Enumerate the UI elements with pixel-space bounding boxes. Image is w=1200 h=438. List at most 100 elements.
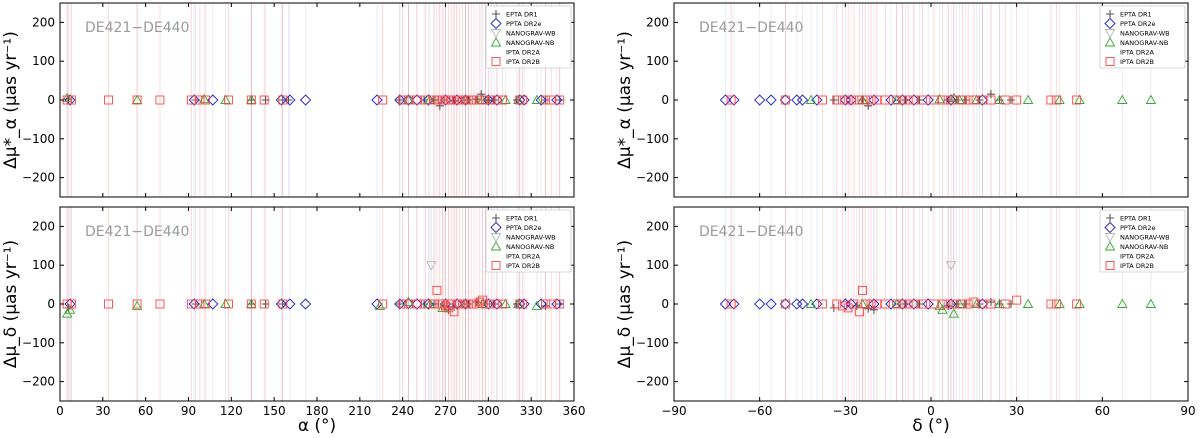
data-point [439,94,452,106]
data-point [486,95,496,105]
data-point [945,261,957,271]
data-point [922,94,934,106]
data-point [780,95,790,105]
x-tick-label: 330 [520,404,543,418]
data-point [477,298,488,308]
data-point [104,299,113,309]
data-point [728,298,740,310]
data-point [868,94,880,106]
data-point [838,301,847,311]
data-point [498,95,508,105]
legend-label: EPTA DR1 [506,215,538,223]
chart-panel-bottom-left: 0 30 60 90 120 150 180 210 240 270 300 330 360 −200 −1… [1,206,585,436]
data-point [1012,295,1022,305]
x-tick-label: 60 [1095,404,1110,418]
x-tick-label: 180 [306,404,329,418]
data-point [275,298,287,310]
data-point [64,298,76,310]
x-tick-label: −90 [661,404,686,418]
data-point [412,299,422,309]
data-point [866,95,876,105]
legend-label: IPTA DR2B [506,58,540,66]
data-point [897,299,907,309]
data-point [855,307,865,317]
data-point [1000,95,1010,105]
legend-label: IPTA DR2A [506,253,540,261]
data-point [796,94,809,106]
panel-annotation: DE421−DE440 [85,20,189,36]
data-point [934,93,945,104]
legend-marker [491,57,501,66]
chart-panel-bottom-right: −90 −60 −30 0 30 60 90 −200 −100 0 100 200 DE421−DE4… [615,206,1196,436]
legend-marker [490,29,502,39]
data-point [246,94,257,104]
plot-area [719,3,1157,197]
y-tick-label: −200 [636,171,669,185]
legend-label: NANOGRAV-NB [1120,39,1168,47]
data-point [469,95,479,105]
data-point [551,94,563,106]
data-point [909,95,919,105]
legend-marker [490,37,502,47]
data-point [475,95,485,105]
data-point [937,299,947,309]
data-point [188,298,200,310]
data-point [1072,95,1082,105]
data-point [459,94,472,106]
data-point [971,298,982,308]
legend-marker [1106,214,1114,222]
data-point [719,94,732,106]
data-point [278,299,288,309]
legend-label: EPTA DR1 [506,11,538,19]
data-point [429,299,439,309]
data-point [1052,299,1062,309]
data-point [1145,94,1157,104]
data-point [948,92,960,103]
legend-label: NANOGRAV-WB [1120,30,1170,38]
data-point [451,94,463,106]
legend-box [1099,209,1186,273]
data-point [765,94,777,106]
data-point [66,299,76,309]
data-point [880,95,890,105]
data-point [892,299,902,309]
data-point [1074,94,1085,104]
x-tick-label: 90 [1180,404,1195,418]
data-point [838,95,847,105]
data-point [832,299,842,309]
legend-label: IPTA DR2A [1120,253,1154,261]
data-point [885,94,897,106]
x-tick-label: 150 [263,404,286,418]
data-point [460,298,471,308]
legend-marker [492,10,500,18]
data-point [437,302,448,312]
data-point [500,94,511,104]
data-point [132,299,142,309]
data-point [394,298,406,310]
data-point [805,94,817,104]
data-point [845,94,857,106]
y-tick-label: 200 [32,219,55,233]
data-point [1074,298,1085,308]
data-point [398,95,408,105]
data-point [994,94,1005,104]
x-axis-title: δ (°) [912,416,950,434]
data-point [398,299,408,309]
legend-label: PPTA DR2e [1120,224,1155,232]
data-point [818,299,827,309]
data-point [481,95,490,105]
y-tick-label: −100 [636,336,669,350]
panel-annotation: DE421−DE440 [85,224,189,240]
data-point [929,95,939,105]
data-point [540,95,550,105]
data-point [441,301,450,311]
legend-label: IPTA DR2B [506,262,540,270]
y-tick-label: 0 [661,93,669,107]
data-point [1046,299,1056,309]
data-point [492,299,502,309]
y-tick-label: 100 [32,54,55,68]
data-point [779,298,792,310]
